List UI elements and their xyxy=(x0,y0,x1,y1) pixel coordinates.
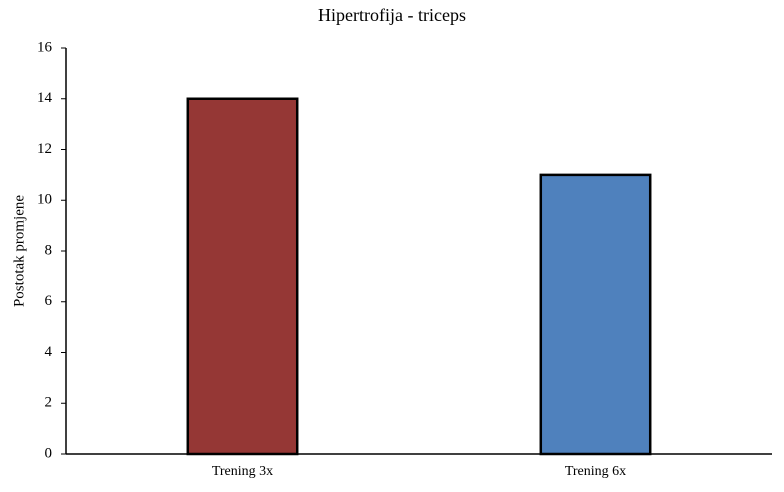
y-tick-label: 14 xyxy=(37,90,53,106)
bar xyxy=(186,97,299,456)
y-tick-label: 16 xyxy=(37,39,53,55)
y-tick-label: 4 xyxy=(45,344,53,360)
y-tick-label: 6 xyxy=(45,293,53,309)
y-tick-label: 10 xyxy=(37,192,52,208)
y-tick-label: 0 xyxy=(45,445,53,461)
y-tick-label: 2 xyxy=(45,395,53,411)
x-tick-label: Trening 3x xyxy=(212,464,273,479)
y-tick-label: 8 xyxy=(45,242,53,258)
bar xyxy=(539,173,652,456)
y-axis-label: Postotak promjene xyxy=(11,195,27,307)
x-tick-label: Trening 6x xyxy=(565,464,626,479)
chart-title: Hipertrofija - triceps xyxy=(318,5,466,25)
y-tick-label: 12 xyxy=(37,141,52,157)
